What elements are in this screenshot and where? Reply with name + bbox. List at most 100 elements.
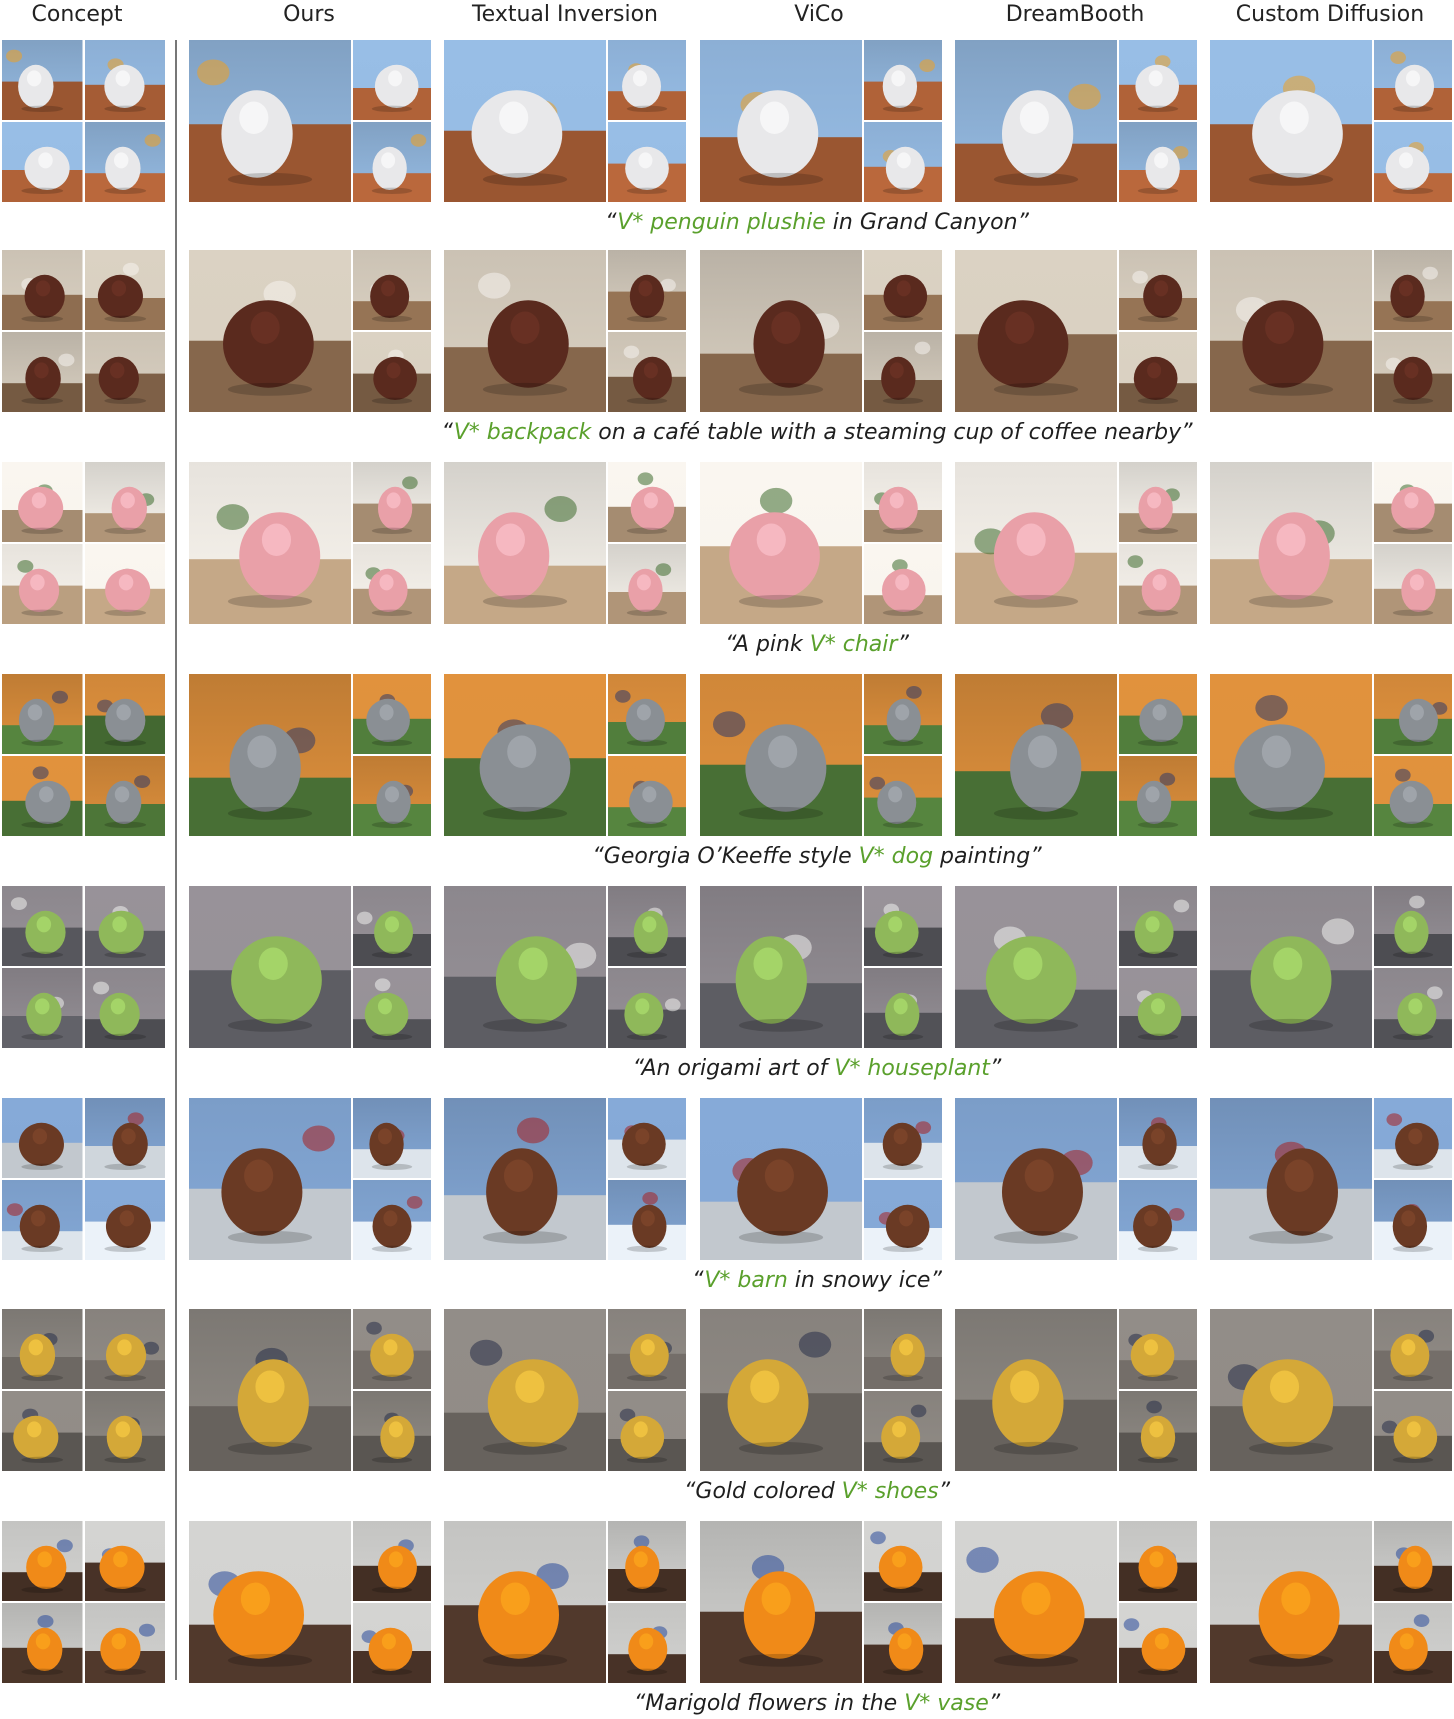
concept-images [2, 1098, 165, 1260]
side-a-0-2 [864, 40, 942, 120]
result-images-vico [700, 40, 942, 202]
caption-text: “ [605, 210, 618, 235]
side-b-7-3 [1119, 1603, 1197, 1683]
caption-concept-token: V* backpack [453, 420, 592, 445]
main-1-4 [1210, 250, 1372, 412]
concept-tile-7-1 [84, 1521, 165, 1601]
caption-concept-token: V* houseplant [834, 1056, 990, 1081]
side-b-5-4 [1374, 1180, 1452, 1260]
side-b-4-1 [608, 968, 686, 1048]
caption-text: “An origami art of [632, 1056, 835, 1081]
concept-tile-3-1 [84, 674, 165, 754]
concept-tile-0-0 [2, 40, 83, 120]
main-7-3 [955, 1521, 1117, 1683]
caption-text: ” [988, 1691, 1001, 1716]
concept-tile-3-0 [2, 674, 83, 754]
caption-text: “ [692, 1268, 705, 1293]
caption-concept-token: V* shoes [841, 1479, 939, 1504]
main-0-1 [444, 40, 606, 202]
side-a-3-1 [608, 674, 686, 754]
concept-tile-0-2 [2, 122, 83, 202]
caption-text: ” [938, 1479, 950, 1504]
result-images-dreambooth [955, 462, 1197, 624]
side-b-0-4 [1374, 122, 1452, 202]
main-7-0 [189, 1521, 351, 1683]
concept-tile-5-2 [2, 1180, 83, 1260]
side-b-0-0 [353, 122, 431, 202]
caption-concept-token: V* vase [904, 1691, 989, 1716]
prompt-caption: “V* penguin plushie in Grand Canyon” [180, 210, 1454, 235]
side-b-1-4 [1374, 332, 1452, 412]
result-images-textual-inversion [444, 1098, 686, 1260]
result-images-ours [189, 674, 431, 836]
side-b-5-2 [864, 1180, 942, 1260]
concept-tile-6-1 [84, 1309, 165, 1389]
side-b-3-1 [608, 756, 686, 836]
side-b-3-3 [1119, 756, 1197, 836]
side-a-4-4 [1374, 886, 1452, 966]
result-images-ours [189, 1521, 431, 1683]
concept-tile-6-0 [2, 1309, 83, 1389]
caption-text: “A pink [725, 632, 810, 657]
main-4-4 [1210, 886, 1372, 1048]
main-4-3 [955, 886, 1117, 1048]
main-4-0 [189, 886, 351, 1048]
side-a-0-4 [1374, 40, 1452, 120]
side-a-0-3 [1119, 40, 1197, 120]
main-1-2 [700, 250, 862, 412]
main-5-4 [1210, 1098, 1372, 1260]
prompt-caption: “An origami art of V* houseplant” [180, 1056, 1454, 1081]
side-a-6-3 [1119, 1309, 1197, 1389]
caption-concept-token: V* dog [858, 844, 934, 869]
side-b-6-3 [1119, 1391, 1197, 1471]
side-b-3-2 [864, 756, 942, 836]
concept-tile-5-3 [84, 1180, 165, 1260]
side-a-1-3 [1119, 250, 1197, 330]
concept-tile-1-0 [2, 250, 83, 330]
result-images-dreambooth [955, 886, 1197, 1048]
main-0-3 [955, 40, 1117, 202]
concept-tile-2-3 [84, 544, 165, 624]
side-a-2-1 [608, 462, 686, 542]
side-a-6-1 [608, 1309, 686, 1389]
side-b-5-1 [608, 1180, 686, 1260]
result-images-custom-diffusion [1210, 250, 1452, 412]
result-images-textual-inversion [444, 40, 686, 202]
main-4-2 [700, 886, 862, 1048]
result-images-textual-inversion [444, 886, 686, 1048]
concept-tile-0-3 [84, 122, 165, 202]
result-images-dreambooth [955, 1098, 1197, 1260]
side-b-4-4 [1374, 968, 1452, 1048]
side-a-0-1 [608, 40, 686, 120]
side-b-7-1 [608, 1603, 686, 1683]
side-a-5-3 [1119, 1098, 1197, 1178]
side-a-3-0 [353, 674, 431, 754]
side-b-5-3 [1119, 1180, 1197, 1260]
concept-images [2, 886, 165, 1048]
caption-text: ” [897, 632, 909, 657]
result-images-vico [700, 674, 942, 836]
side-b-0-2 [864, 122, 942, 202]
main-3-2 [700, 674, 862, 836]
result-images-dreambooth [955, 1309, 1197, 1471]
side-b-4-2 [864, 968, 942, 1048]
main-7-4 [1210, 1521, 1372, 1683]
side-b-1-0 [353, 332, 431, 412]
result-images-vico [700, 250, 942, 412]
side-a-7-4 [1374, 1521, 1452, 1601]
concept-tile-7-0 [2, 1521, 83, 1601]
caption-text: in Grand Canyon” [825, 210, 1029, 235]
concept-tile-2-0 [2, 462, 83, 542]
main-2-3 [955, 462, 1117, 624]
caption-text: “Georgia O’Keeffe style [592, 844, 859, 869]
main-5-3 [955, 1098, 1117, 1260]
result-images-dreambooth [955, 40, 1197, 202]
side-a-1-0 [353, 250, 431, 330]
side-b-1-1 [608, 332, 686, 412]
caption-text: “ [441, 420, 454, 445]
result-images-ours [189, 1098, 431, 1260]
side-b-2-3 [1119, 544, 1197, 624]
column-divider [175, 40, 177, 1680]
main-1-1 [444, 250, 606, 412]
side-a-2-2 [864, 462, 942, 542]
